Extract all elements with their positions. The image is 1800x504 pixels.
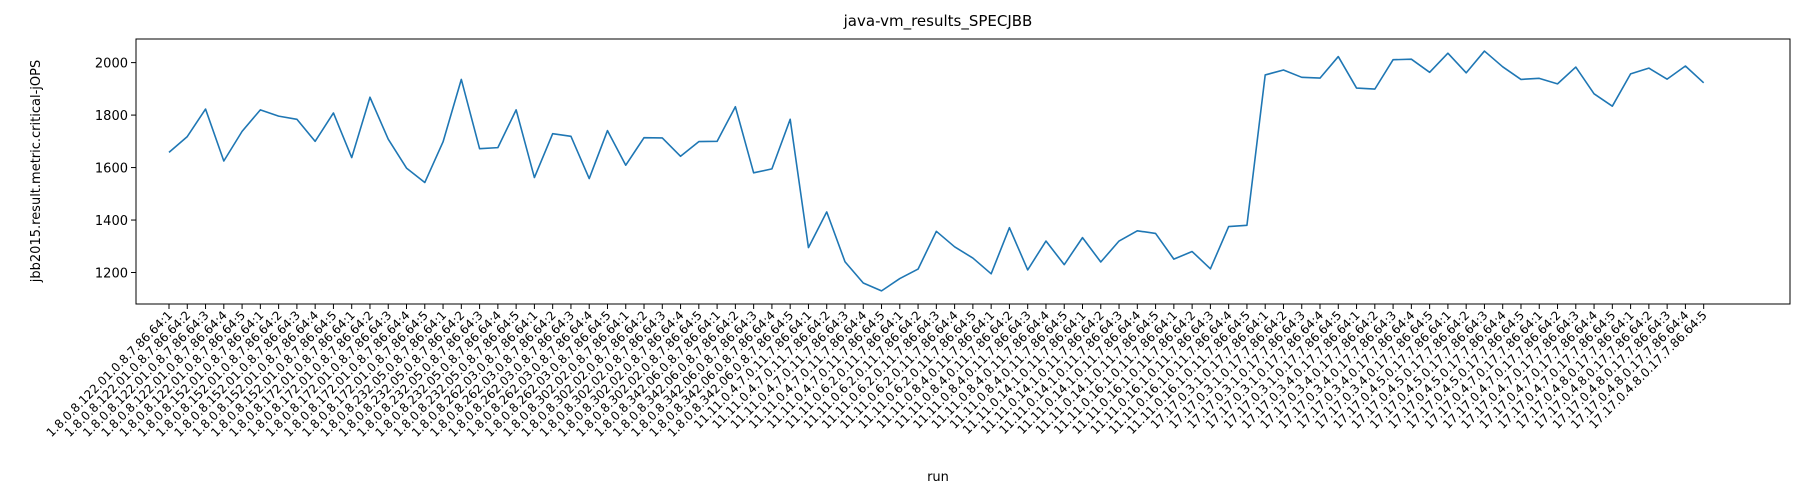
- y-tick-label: 1600: [95, 162, 128, 177]
- x-axis: 1.8.0.8.122.01.0.8.7.86.64:11.8.0.8.122.…: [44, 304, 1710, 440]
- y-tick-label: 1400: [95, 214, 128, 229]
- y-tick-label: 1200: [95, 267, 128, 282]
- y-axis: 1200 1400 1600 1800 2000: [95, 57, 136, 282]
- plot-area-frame: [135, 38, 1791, 305]
- y-tick-label: 1800: [95, 109, 128, 124]
- y-axis-label: jbb2015.result.metric.critical-jOPS: [29, 60, 44, 283]
- series-line: [168, 50, 1705, 292]
- x-axis-label: run: [927, 470, 949, 485]
- chart-title: java-vm_results_SPECJBB: [843, 12, 1033, 31]
- y-tick-label: 2000: [95, 57, 128, 72]
